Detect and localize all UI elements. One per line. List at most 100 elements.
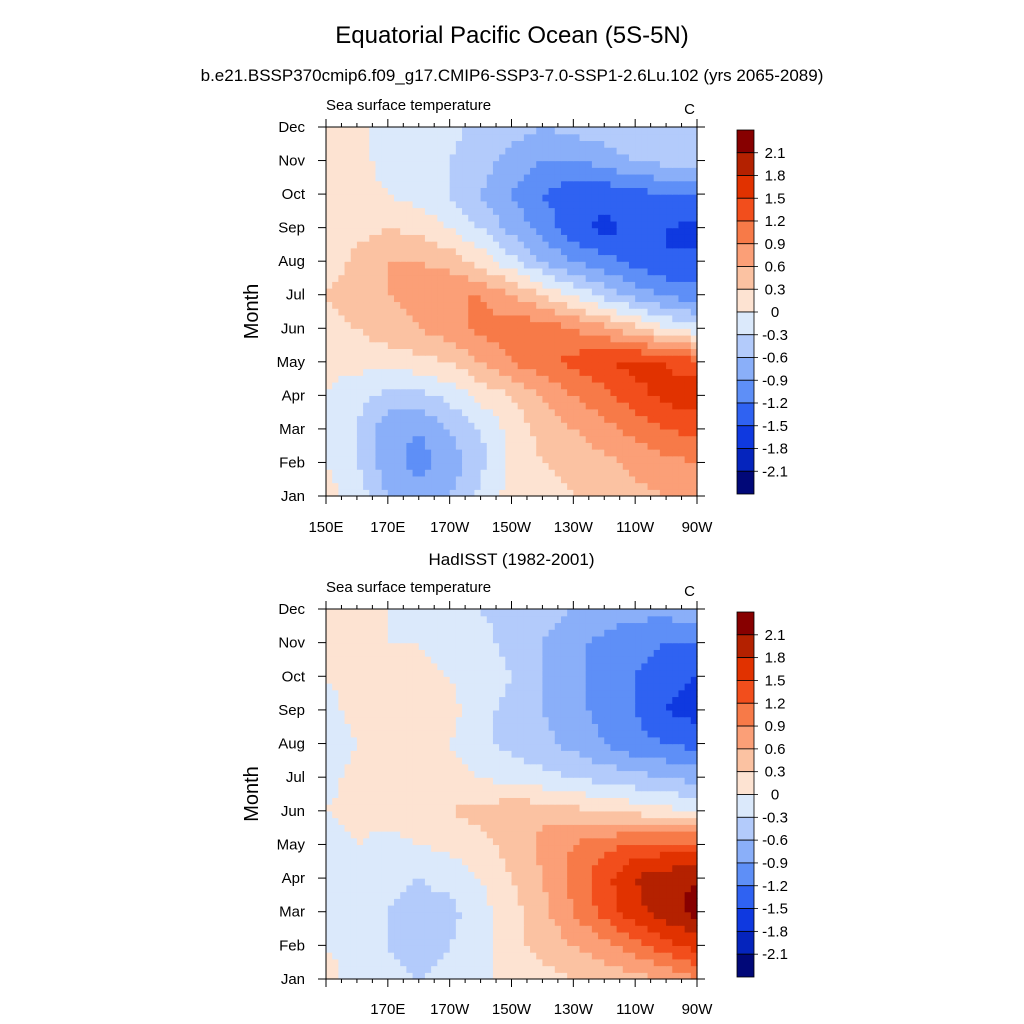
heatmap-cell — [412, 395, 420, 403]
heatmap-cell — [554, 341, 562, 349]
heatmap-cell — [449, 891, 457, 899]
heatmap-cell — [437, 864, 445, 872]
heatmap-cell — [338, 938, 346, 946]
heatmap-cell — [554, 475, 562, 484]
heatmap-cell — [523, 831, 531, 839]
heatmap-cell — [579, 965, 587, 973]
heatmap-cell — [350, 857, 358, 866]
heatmap-cell — [560, 214, 568, 222]
heatmap-cell — [622, 254, 630, 262]
heatmap-cell — [591, 824, 599, 832]
heatmap-cell — [350, 918, 358, 926]
heatmap-cell — [653, 918, 661, 926]
heatmap-cell — [678, 194, 686, 202]
heatmap-cell — [406, 871, 414, 879]
heatmap-cell — [431, 180, 438, 188]
heatmap-cell — [573, 395, 581, 403]
heatmap-cell — [381, 844, 389, 852]
heatmap-cell — [381, 931, 389, 940]
heatmap-cell — [468, 294, 475, 303]
heatmap-cell — [591, 402, 599, 410]
heatmap-cell — [326, 214, 333, 222]
heatmap-cell — [622, 878, 630, 886]
heatmap-cell — [499, 381, 506, 390]
heatmap-cell — [499, 952, 506, 960]
heatmap-cell — [412, 442, 420, 450]
heatmap-cell — [387, 965, 395, 973]
heatmap-cell — [641, 844, 649, 852]
heatmap-cell — [424, 220, 432, 229]
heatmap-cell — [659, 301, 667, 309]
heatmap-cell — [616, 147, 624, 155]
heatmap-cell — [412, 294, 420, 303]
heatmap-cell — [474, 824, 482, 832]
heatmap-cell — [431, 489, 438, 497]
heatmap-cell — [622, 227, 630, 235]
heatmap-cell — [443, 952, 451, 960]
heatmap-cell — [326, 227, 333, 235]
heatmap-cell — [591, 931, 599, 940]
heatmap-cell — [659, 395, 667, 403]
heatmap-cell — [542, 864, 550, 872]
heatmap-cell — [591, 918, 599, 926]
heatmap-cell — [659, 308, 667, 316]
heatmap-cell — [474, 965, 482, 973]
heatmap-cell — [560, 891, 568, 899]
heatmap-cell — [375, 261, 383, 269]
heatmap-cell — [548, 442, 556, 450]
heatmap-cell — [375, 140, 383, 148]
heatmap-cell — [523, 241, 531, 249]
heatmap-cell — [666, 267, 673, 276]
heatmap-cell — [647, 308, 655, 316]
heatmap-cell — [369, 837, 377, 846]
heatmap-cell — [369, 341, 377, 349]
heatmap-cell — [480, 817, 488, 825]
heatmap-cell — [604, 348, 612, 356]
heatmap-cell — [511, 381, 519, 390]
heatmap-cell — [560, 328, 568, 336]
heatmap-cell — [406, 247, 414, 256]
heatmap-cell — [536, 857, 544, 866]
heatmap-cell — [604, 408, 612, 417]
heatmap-cell — [350, 831, 358, 839]
heatmap-cell — [437, 381, 445, 390]
heatmap-cell — [431, 200, 438, 209]
heatmap-cell — [363, 851, 370, 859]
heatmap-cell — [610, 878, 618, 886]
heatmap-cell — [567, 469, 574, 477]
heatmap-cell — [523, 810, 531, 819]
heatmap-cell — [455, 395, 463, 403]
heatmap-cell — [554, 469, 562, 477]
heatmap-cell — [523, 938, 531, 946]
heatmap-cell — [486, 925, 494, 933]
heatmap-cell — [412, 489, 420, 497]
heatmap-cell — [653, 817, 661, 825]
heatmap-cell — [554, 160, 562, 168]
heatmap-cell — [375, 462, 383, 470]
heatmap-cell — [375, 435, 383, 443]
heatmap-cell — [641, 133, 649, 142]
heatmap-cell — [486, 187, 494, 195]
heatmap-cell — [579, 167, 587, 175]
heatmap-cell — [462, 428, 469, 437]
heatmap-cell — [659, 455, 667, 464]
heatmap-cell — [554, 140, 562, 148]
heatmap-cell — [628, 898, 636, 906]
heatmap-cell — [579, 455, 587, 464]
heatmap-cell — [375, 375, 383, 383]
heatmap-cell — [684, 938, 692, 946]
heatmap-cell — [598, 435, 605, 443]
heatmap-cell — [356, 173, 364, 182]
heatmap-cell — [573, 884, 581, 893]
heatmap-cell — [567, 851, 574, 859]
heatmap-cell — [641, 348, 649, 356]
heatmap-cell — [622, 247, 630, 256]
heatmap-cell — [474, 462, 482, 470]
heatmap-cell — [641, 267, 649, 276]
heatmap-cell — [659, 864, 667, 872]
heatmap-cell — [672, 462, 680, 470]
heatmap-cell — [499, 254, 506, 262]
heatmap-cell — [585, 294, 593, 303]
heatmap-cell — [437, 254, 445, 262]
heatmap-cell — [672, 355, 680, 363]
